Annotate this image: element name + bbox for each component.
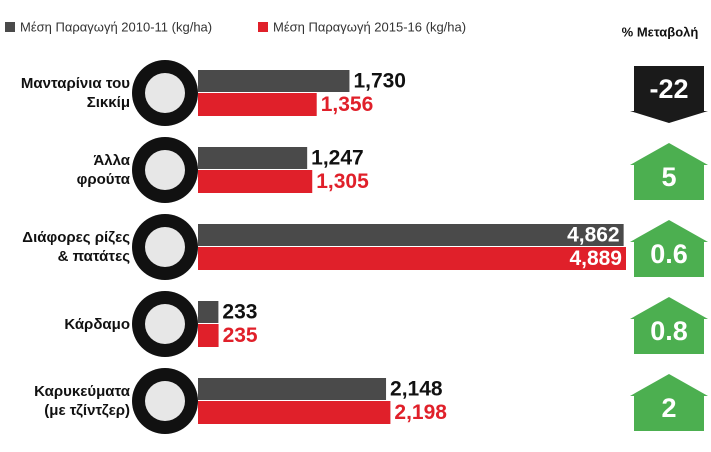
value-label: 1,730 [353, 70, 406, 93]
change-arrow [630, 297, 708, 354]
change-label: 5 [661, 162, 676, 192]
bar [198, 324, 219, 347]
category-label: Κάρδαμο [64, 315, 130, 333]
bar [198, 147, 308, 169]
change-arrow [630, 220, 708, 277]
value-label: 2,198 [394, 401, 447, 424]
bar [198, 301, 219, 323]
bar [198, 70, 350, 92]
category-icon-inner [145, 73, 185, 113]
change-label: -22 [649, 74, 688, 104]
change-arrow [630, 66, 708, 123]
change-arrow [630, 143, 708, 200]
category-icon-inner [145, 150, 185, 190]
value-label: 4,889 [569, 247, 622, 270]
value-label: 1,305 [316, 170, 369, 193]
category-label: Διάφορες ρίζες & πατάτες [22, 229, 130, 265]
bar [198, 378, 387, 400]
category-icon-inner [145, 304, 185, 344]
legend-label: Μέση Παραγωγή 2015-16 (kg/ha) [273, 19, 466, 34]
change-label: 2 [661, 393, 676, 423]
value-label: 233 [222, 301, 257, 324]
category-label: Καρυκεύματα (με τζίντζερ) [34, 383, 130, 419]
bar [198, 93, 317, 116]
value-label: 1,247 [311, 147, 364, 170]
change-title: % Μεταβολή [622, 24, 699, 39]
change-label: 0.8 [650, 316, 688, 346]
category-label: Άλλα φρούτα [76, 152, 130, 188]
legend-swatch [5, 22, 15, 32]
value-label: 1,356 [321, 93, 374, 116]
change-label: 0.6 [650, 239, 688, 269]
bar [198, 401, 391, 424]
value-label: 235 [223, 324, 258, 347]
bar [198, 224, 624, 246]
change-arrow [630, 374, 708, 431]
legend-label: Μέση Παραγωγή 2010-11 (kg/ha) [20, 19, 212, 34]
category-icon-inner [145, 227, 185, 267]
legend-swatch [258, 22, 268, 32]
value-label: 4,862 [567, 224, 620, 247]
category-label: Μανταρίνια του Σικκίμ [20, 75, 130, 111]
bar [198, 170, 313, 193]
bar [198, 247, 626, 270]
category-icon-inner [145, 381, 185, 421]
value-label: 2,148 [390, 378, 443, 401]
